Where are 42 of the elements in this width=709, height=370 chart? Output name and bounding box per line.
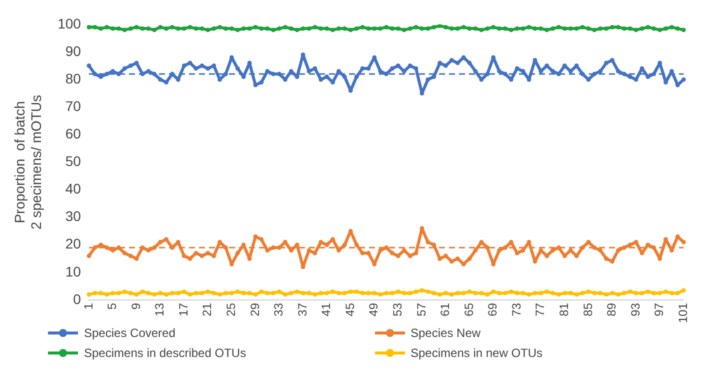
x-tick-label: 29 <box>248 302 262 316</box>
x-tick-label: 61 <box>438 302 452 316</box>
x-tick-label: 45 <box>342 302 357 316</box>
legend-label: Specimens in described OTUs <box>84 346 246 360</box>
y-tick-label: 60 <box>65 125 82 142</box>
x-tick-label: 57 <box>414 302 428 316</box>
y-tick-label: 50 <box>65 153 82 170</box>
legend-label: Species New <box>410 326 481 340</box>
y-tick-label: 30 <box>65 208 82 224</box>
x-tick-label: 33 <box>272 302 286 316</box>
y-tick-label: 40 <box>65 180 82 197</box>
y-tick-label: 70 <box>65 98 82 114</box>
x-tick-label: 69 <box>486 302 500 316</box>
x-tick-label: 41 <box>319 302 334 316</box>
x-tick-label: 101 <box>676 302 690 324</box>
y-tick-label: 0 <box>73 290 82 307</box>
legend-label: Specimens in new OTUs <box>410 346 543 360</box>
y-axis-title: Proportion of batch 2 specimens/ mOTUs <box>11 94 44 230</box>
x-tick-label: 77 <box>533 302 548 316</box>
legend-label: Species Covered <box>84 326 176 340</box>
x-tick-label: 97 <box>652 302 666 316</box>
x-tick-label: 9 <box>128 302 143 310</box>
y-tick-label: 90 <box>65 42 82 59</box>
y-tick-label: 20 <box>65 236 82 252</box>
x-tick-label: 53 <box>390 302 404 316</box>
x-tick-label: 65 <box>462 302 476 316</box>
x-tick-label: 13 <box>152 302 167 316</box>
x-tick-label: 21 <box>200 302 214 316</box>
x-tick-label: 37 <box>295 302 310 316</box>
x-tick-label: 5 <box>105 302 120 310</box>
x-tick-label: 81 <box>556 302 571 316</box>
x-tick-label: 1 <box>81 302 96 310</box>
y-tick-label: 100 <box>58 15 82 32</box>
y-tick-label: 80 <box>65 70 82 86</box>
x-tick-label: 93 <box>628 302 642 316</box>
x-tick-label: 17 <box>176 302 190 316</box>
y-tick-label: 10 <box>65 263 82 280</box>
x-tick-label: 25 <box>224 302 238 316</box>
x-tick-label: 73 <box>509 302 524 316</box>
x-tick-label: 85 <box>580 302 595 316</box>
x-tick-label: 49 <box>366 302 381 316</box>
x-tick-label: 89 <box>604 302 619 316</box>
